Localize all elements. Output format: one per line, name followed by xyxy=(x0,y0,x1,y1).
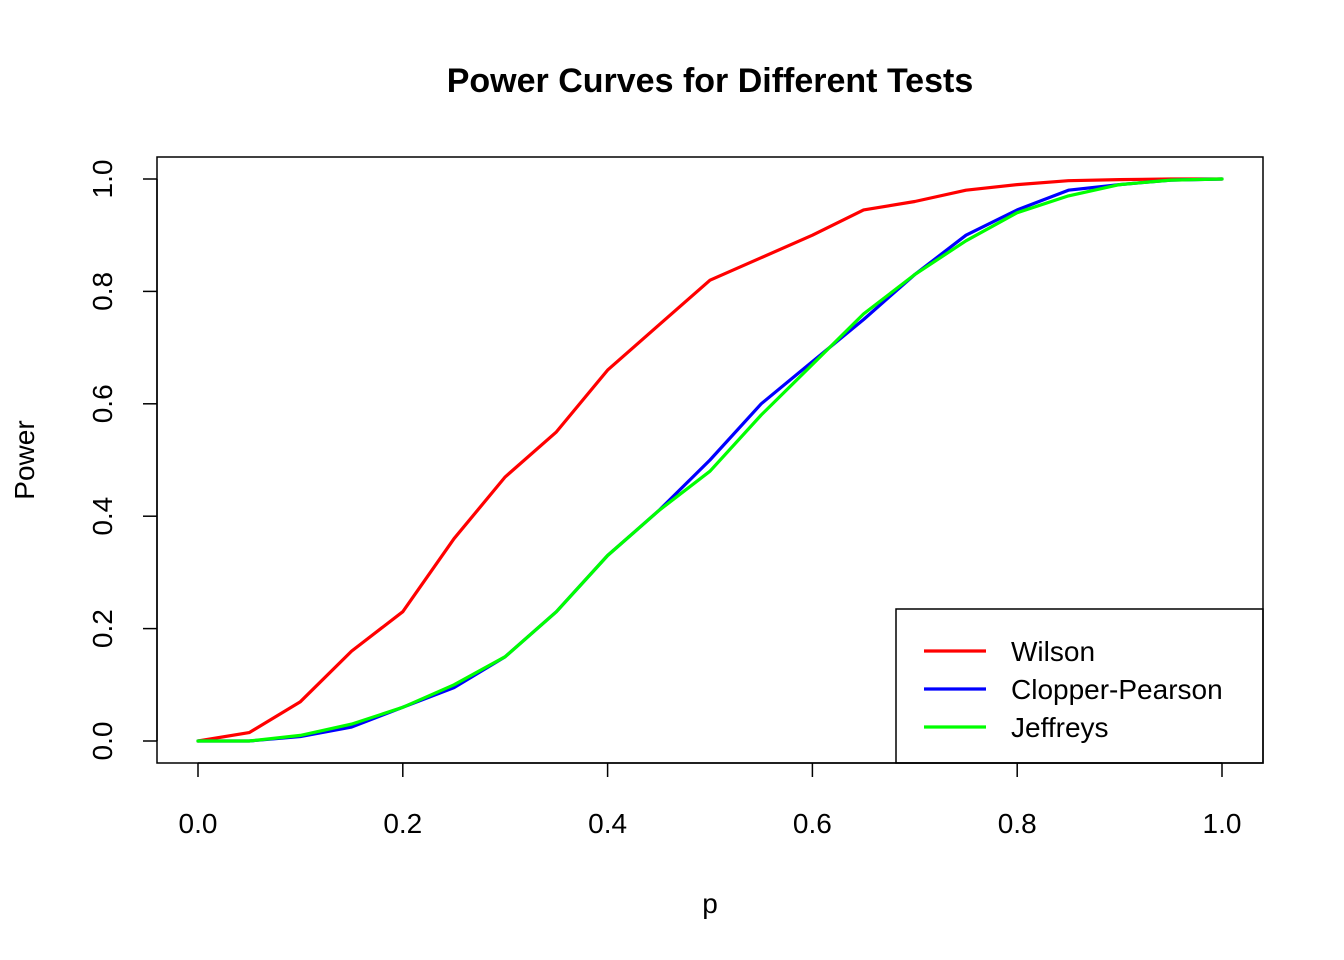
y-tick-label: 0.2 xyxy=(87,609,118,648)
x-tick-label: 0.8 xyxy=(998,808,1037,839)
x-axis-label: p xyxy=(702,888,718,919)
legend-label-jeffreys: Jeffreys xyxy=(1011,712,1109,743)
y-axis-label: Power xyxy=(9,420,40,499)
legend-label-clopper-pearson: Clopper-Pearson xyxy=(1011,674,1223,705)
legend-label-wilson: Wilson xyxy=(1011,636,1095,667)
series-line-wilson xyxy=(196,177,1224,743)
x-tick-label: 0.0 xyxy=(179,808,218,839)
y-tick-label: 0.4 xyxy=(87,497,118,536)
series-line-jeffreys xyxy=(196,177,1224,743)
y-tick-label: 1.0 xyxy=(87,160,118,199)
x-tick-label: 0.2 xyxy=(383,808,422,839)
legend-box xyxy=(895,608,1264,764)
y-axis: 0.0 0.2 0.4 0.6 0.8 1.0 xyxy=(87,160,158,761)
x-axis: 0.0 0.2 0.4 0.6 0.8 1.0 xyxy=(179,762,1242,839)
x-tick-label: 0.6 xyxy=(793,808,832,839)
y-tick-label: 0.8 xyxy=(87,272,118,311)
y-tick-label: 0.0 xyxy=(87,722,118,761)
chart-title: Power Curves for Different Tests xyxy=(447,62,974,100)
series-layer xyxy=(196,177,1224,743)
x-tick-label: 0.4 xyxy=(588,808,627,839)
x-tick-label: 1.0 xyxy=(1203,808,1242,839)
legend: Wilson Clopper-Pearson Jeffreys xyxy=(895,608,1264,764)
y-tick-label: 0.6 xyxy=(87,384,118,423)
